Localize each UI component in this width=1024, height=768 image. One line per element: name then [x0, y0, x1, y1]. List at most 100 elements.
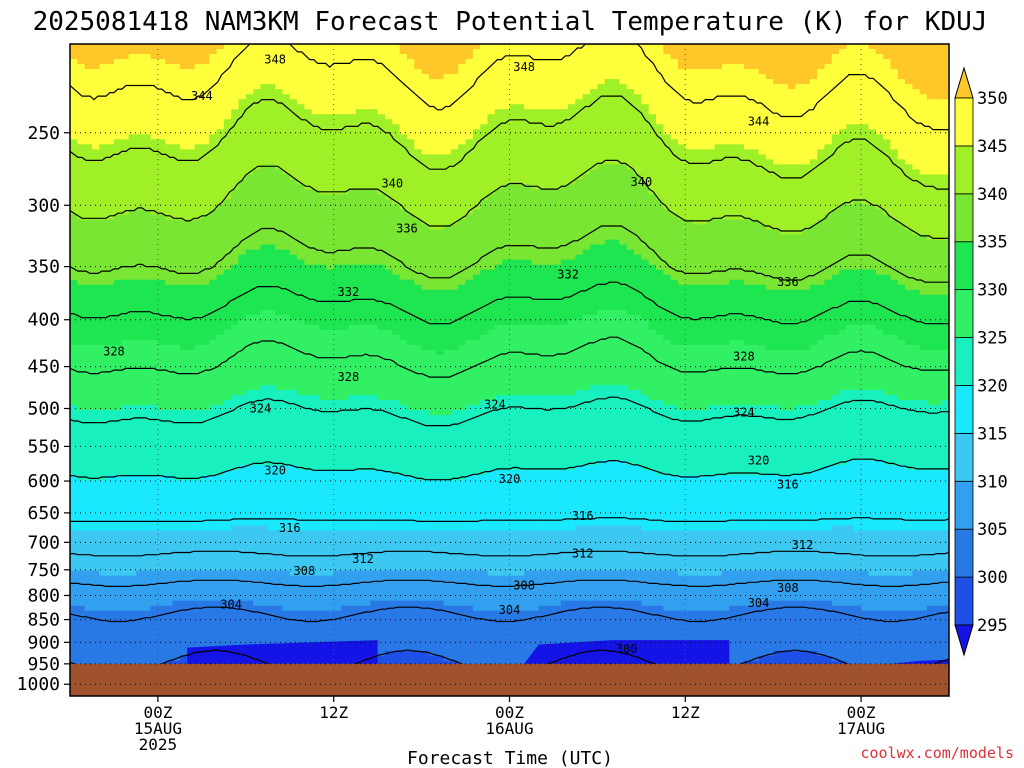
field-cell: [275, 370, 284, 376]
field-cell: [319, 445, 327, 451]
field-cell: [121, 299, 130, 306]
field-cell: [99, 455, 108, 461]
field-cell: [91, 540, 100, 547]
field-cell: [77, 455, 86, 461]
field-cell: [201, 69, 210, 75]
field-cell: [245, 605, 254, 612]
field-cell: [275, 465, 284, 471]
field-cell: [70, 650, 78, 657]
field-cell: [216, 124, 225, 130]
field-cell: [179, 214, 188, 221]
field-cell: [231, 214, 240, 221]
field-cell: [201, 104, 210, 110]
field-cell: [209, 535, 218, 542]
field-cell: [128, 620, 137, 627]
field-cell: [77, 570, 86, 577]
field-cell: [84, 460, 93, 466]
field-cell: [106, 189, 115, 196]
field-cell: [209, 349, 218, 356]
field-cell: [70, 174, 78, 181]
field-cell: [135, 535, 144, 542]
field-cell: [99, 585, 108, 592]
field-cell: [106, 174, 115, 181]
field-cell: [289, 324, 298, 331]
field-cell: [194, 610, 203, 617]
field-cell: [216, 214, 225, 221]
field-cell: [282, 114, 291, 120]
field-cell: [84, 580, 93, 587]
field-cell: [121, 294, 130, 301]
field-cell: [70, 49, 78, 55]
field-cell: [157, 179, 166, 186]
field-cell: [172, 54, 181, 60]
field-cell: [209, 74, 218, 80]
field-cell: [187, 134, 196, 140]
field-cell: [84, 219, 93, 226]
field-cell: [172, 279, 181, 286]
field-cell: [143, 375, 152, 381]
field-cell: [253, 445, 262, 451]
field-cell: [113, 535, 122, 542]
field-cell: [194, 465, 203, 471]
field-cell: [289, 530, 298, 537]
field-cell: [311, 520, 320, 527]
field-cell: [341, 495, 349, 501]
field-cell: [275, 249, 284, 256]
field-cell: [311, 339, 320, 346]
field-cell: [157, 229, 166, 236]
field-cell: [304, 84, 313, 90]
field-cell: [311, 244, 320, 251]
field-cell: [319, 490, 327, 496]
field-cell: [297, 189, 305, 196]
field-cell: [143, 425, 152, 431]
field-cell: [143, 114, 152, 120]
field-cell: [245, 590, 254, 597]
field-cell: [165, 124, 174, 130]
field-cell: [172, 154, 181, 160]
field-cell: [333, 440, 342, 446]
field-cell: [113, 44, 122, 50]
field-cell: [253, 89, 262, 95]
field-cell: [91, 144, 100, 150]
field-cell: [245, 405, 254, 411]
field-cell: [304, 269, 313, 276]
field-cell: [275, 89, 284, 95]
field-cell: [135, 380, 144, 386]
field-cell: [238, 284, 247, 291]
field-cell: [143, 455, 152, 461]
field-cell: [99, 309, 108, 316]
field-cell: [91, 370, 100, 376]
field-cell: [341, 259, 349, 266]
field-cell: [157, 590, 166, 597]
field-cell: [267, 435, 276, 441]
field-cell: [231, 164, 240, 170]
field-cell: [165, 470, 174, 476]
field-cell: [77, 500, 86, 507]
field-cell: [304, 375, 313, 381]
field-cell: [238, 64, 247, 70]
field-cell: [304, 144, 313, 150]
field-cell: [179, 660, 188, 667]
field-cell: [238, 590, 247, 597]
field-cell: [150, 84, 159, 90]
field-cell: [172, 259, 181, 266]
field-cell: [143, 154, 152, 160]
field-cell: [238, 370, 247, 376]
field-cell: [121, 480, 130, 486]
field-cell: [326, 114, 335, 120]
field-cell: [201, 359, 210, 366]
field-cell: [106, 324, 115, 331]
field-cell: [172, 390, 181, 396]
field-cell: [70, 430, 78, 436]
field-cell: [341, 580, 349, 587]
field-cell: [253, 635, 262, 642]
field-cell: [275, 59, 284, 65]
field-cell: [326, 370, 335, 376]
field-cell: [165, 635, 174, 642]
field-cell: [297, 575, 305, 582]
field-cell: [209, 299, 218, 306]
field-cell: [165, 284, 174, 291]
field-cell: [77, 605, 86, 612]
field-cell: [172, 530, 181, 537]
field-cell: [326, 159, 335, 165]
